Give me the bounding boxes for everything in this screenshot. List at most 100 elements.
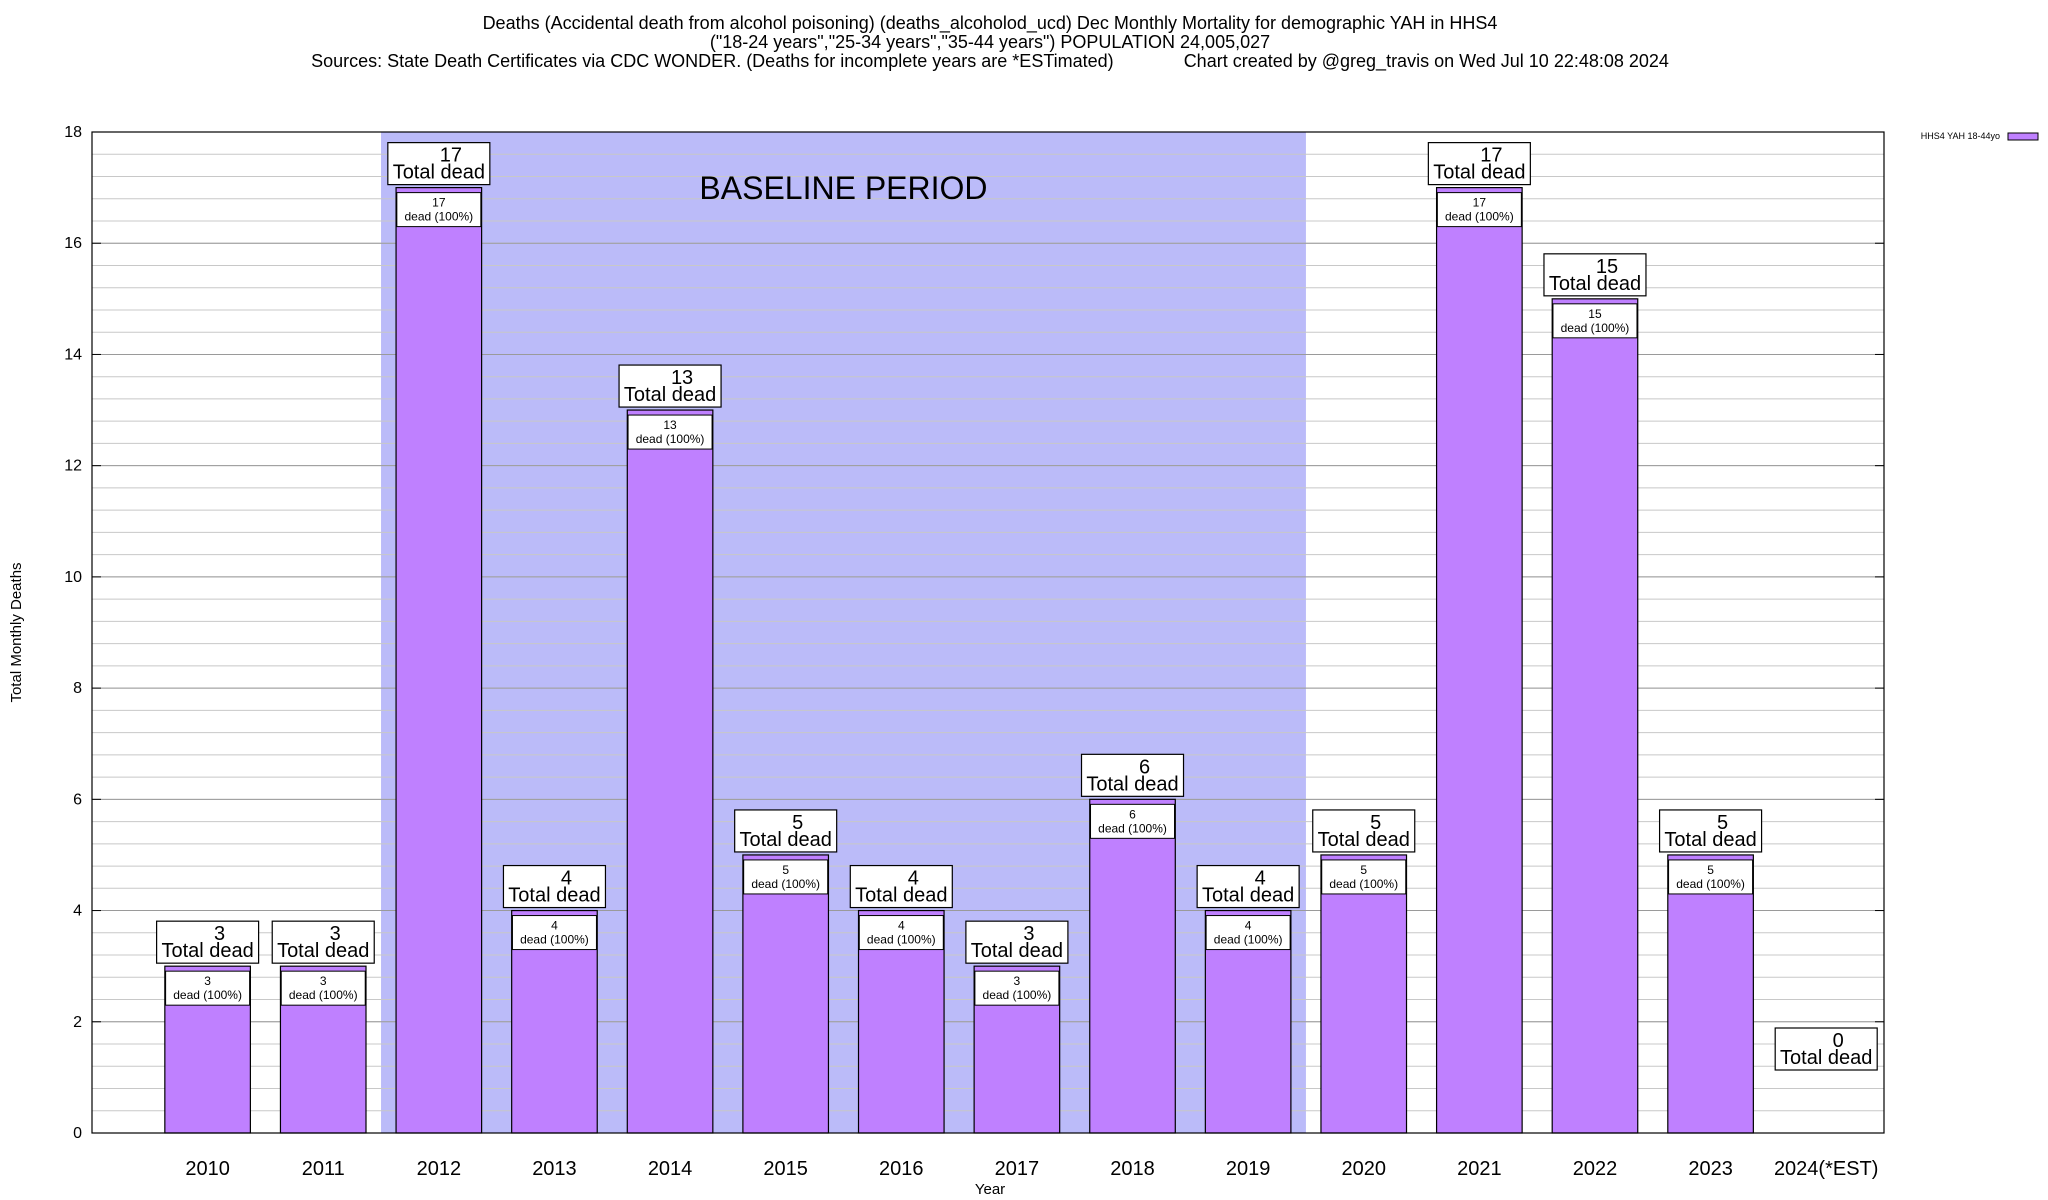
- bar-inner-label-box: [280, 970, 366, 1006]
- x-tick-label: 2023: [1688, 1158, 1733, 1180]
- y-tick-label: 14: [64, 346, 82, 363]
- chart-credit: Chart created by @greg_travis on Wed Jul…: [1183, 51, 1669, 71]
- bar: [1551, 298, 1639, 1134]
- total-label-box: [502, 864, 607, 909]
- bar-inner-value: 3: [1014, 974, 1021, 988]
- total-value-label: 4: [908, 868, 919, 890]
- bar-inner-value: 6: [1129, 807, 1136, 821]
- bar-inner-value: 4: [551, 919, 558, 933]
- x-tick-label: 2011: [302, 1158, 345, 1180]
- total-value-label: 0: [1833, 1030, 1844, 1052]
- total-value-label: 5: [792, 812, 803, 834]
- bar-inner-value: 5: [1360, 863, 1367, 877]
- y-tick-label: 6: [73, 791, 82, 808]
- x-tick-label: 2010: [185, 1158, 230, 1180]
- x-tick-label: 2017: [995, 1158, 1040, 1180]
- total-value-label: 13: [671, 367, 693, 389]
- y-tick-label: 0: [73, 1125, 82, 1142]
- bar-inner-label: dead (100%): [636, 432, 705, 446]
- y-tick-label: 2: [73, 1014, 82, 1031]
- total-dead-label: Total dead: [1086, 773, 1178, 795]
- bar-inner-label-box: [511, 915, 597, 951]
- bar-inner-label: dead (100%): [1676, 877, 1745, 891]
- total-label-box: [1080, 753, 1185, 797]
- total-label-box: [271, 920, 375, 964]
- legend-swatch: [2007, 132, 2039, 141]
- total-value-label: 15: [1596, 256, 1618, 278]
- total-value-label: 5: [1370, 812, 1381, 834]
- x-tick-label: 2021: [1457, 1158, 1502, 1180]
- total-dead-label: Total dead: [1664, 829, 1756, 851]
- total-value-label: 5: [1717, 812, 1728, 834]
- bar: [626, 409, 714, 1134]
- bar-inner-label-box: [1668, 859, 1754, 895]
- bar: [1667, 854, 1754, 1134]
- bar-inner-label-box: [1436, 192, 1522, 228]
- y-axis-title: Total Monthly Deaths: [8, 562, 25, 702]
- legend-entry-label: HHS4 YAH 18-44yo: [1921, 131, 2000, 141]
- x-tick-label: 2015: [763, 1158, 808, 1180]
- bar-inner-value: 15: [1588, 307, 1602, 321]
- chart-source-line: Sources: State Death Certificates via CD…: [0, 52, 1980, 71]
- bar-inner-label: dead (100%): [1329, 877, 1398, 891]
- bar-inner-value: 5: [782, 863, 789, 877]
- total-dead-label: Total dead: [740, 829, 832, 851]
- y-tick-label: 4: [73, 903, 82, 920]
- bar-inner-label: dead (100%): [1445, 210, 1514, 224]
- bar-inner-value: 3: [320, 974, 327, 988]
- total-value-label: 4: [561, 868, 572, 890]
- total-value-label: 17: [440, 145, 462, 167]
- y-tick-label: 12: [64, 458, 82, 475]
- bar-inner-label-box: [858, 915, 944, 951]
- bar-inner-label-box: [974, 970, 1060, 1006]
- total-label-box: [1196, 864, 1300, 909]
- bar-inner-label-box: [1205, 915, 1291, 951]
- bar-inner-label: dead (100%): [173, 988, 242, 1002]
- total-label-box: [1312, 809, 1416, 853]
- total-dead-label: Total dead: [161, 940, 253, 962]
- total-dead-label: Total dead: [1780, 1047, 1872, 1069]
- bar-inner-value: 17: [1473, 196, 1487, 210]
- chart-title: Deaths (Accidental death from alcohol po…: [482, 13, 1498, 33]
- total-dead-label: Total dead: [971, 940, 1063, 962]
- bar-inner-label-box: [1321, 859, 1407, 895]
- x-tick-label: 2020: [1341, 1158, 1386, 1180]
- bar-inner-value: 4: [898, 919, 905, 933]
- x-tick-label: 2012: [417, 1158, 462, 1180]
- y-tick-label: 16: [64, 235, 82, 252]
- x-axis-title: Year: [975, 1181, 1005, 1198]
- baseline-period-label: BASELINE PERIOD: [699, 170, 987, 206]
- x-tick-label: 2013: [532, 1158, 577, 1180]
- plot-frame: [91, 131, 1885, 1134]
- bar-inner-label: dead (100%): [751, 877, 820, 891]
- bar-inner-label-box: [1090, 803, 1176, 839]
- chart-subtitle: ("18-24 years","25-34 years","35-44 year…: [709, 32, 1271, 52]
- bar: [395, 187, 483, 1134]
- bar: [1089, 798, 1176, 1134]
- x-tick-label: 2024(*EST): [1774, 1158, 1879, 1180]
- bar-inner-value: 17: [432, 196, 446, 210]
- total-value-label: 3: [330, 923, 341, 945]
- bar-inner-label-box: [165, 970, 251, 1006]
- bar: [1435, 187, 1523, 1134]
- total-dead-label: Total dead: [508, 885, 600, 907]
- total-label-box: [1427, 142, 1531, 186]
- total-value-label: 3: [1023, 923, 1034, 945]
- total-value-label: 4: [1255, 868, 1266, 890]
- total-value-label: 6: [1139, 756, 1150, 778]
- bar-inner-label: dead (100%): [404, 210, 473, 224]
- total-label-box: [734, 809, 838, 853]
- x-tick-label: 2014: [648, 1158, 693, 1180]
- total-dead-label: Total dead: [393, 162, 485, 184]
- bar: [1320, 854, 1408, 1134]
- x-tick-label: 2019: [1226, 1158, 1271, 1180]
- bar-inner-value: 4: [1245, 919, 1252, 933]
- total-dead-label: Total dead: [855, 885, 947, 907]
- y-tick-label: 18: [64, 124, 82, 141]
- total-label-box: [387, 142, 491, 186]
- total-label-box: [1774, 1027, 1878, 1071]
- bar-inner-value: 3: [204, 974, 211, 988]
- bar-inner-label-box: [627, 414, 713, 450]
- total-dead-label: Total dead: [277, 940, 369, 962]
